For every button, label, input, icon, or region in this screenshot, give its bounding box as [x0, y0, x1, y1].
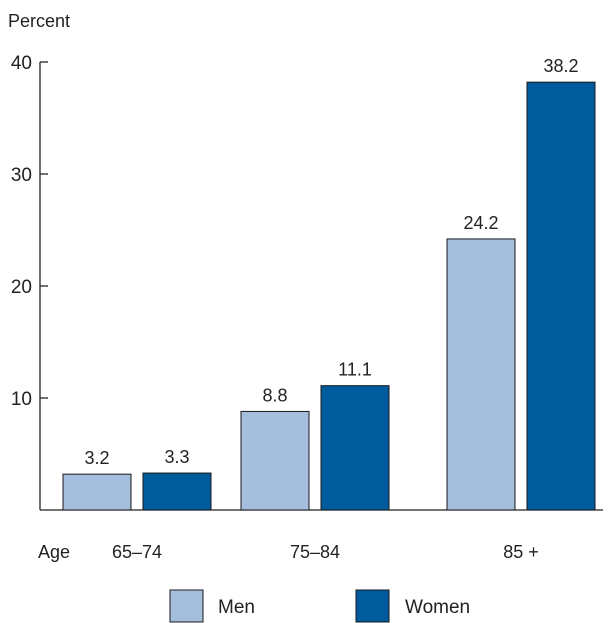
bar-men — [62, 473, 132, 511]
y-axis: 10 20 30 40 — [11, 53, 48, 510]
legend-label-women: Women — [405, 597, 470, 618]
bar-women — [526, 81, 596, 511]
bar-men — [446, 238, 516, 511]
legend-swatch-women — [355, 589, 390, 623]
data-labels: 3.2 3.3 8.8 11.1 24.2 38.2 — [84, 56, 578, 468]
data-label-women: 3.3 — [164, 447, 189, 467]
x-category-label: 65–74 — [112, 542, 162, 562]
x-axis-label: Age — [38, 542, 70, 562]
legend-swatch-men — [169, 589, 204, 623]
y-tick-label: 20 — [11, 277, 32, 298]
legend: Men Women — [169, 589, 470, 623]
bar-women — [142, 472, 212, 511]
y-tick-label: 10 — [11, 389, 32, 410]
bars — [62, 81, 596, 511]
y-axis-unit-label: Percent — [8, 11, 70, 31]
legend-label-men: Men — [218, 597, 255, 618]
y-tick-label: 30 — [11, 165, 32, 186]
x-category-label: 85 + — [503, 542, 539, 562]
x-category-label: 75–84 — [290, 542, 340, 562]
data-label-men: 24.2 — [463, 213, 498, 233]
bar-men — [240, 410, 310, 511]
data-label-women: 11.1 — [338, 360, 372, 380]
x-categories: 65–74 75–84 85 + — [112, 542, 539, 562]
data-label-men: 8.8 — [262, 385, 287, 405]
data-label-men: 3.2 — [84, 448, 109, 468]
data-label-women: 38.2 — [543, 56, 578, 76]
y-tick-label: 40 — [11, 53, 32, 74]
bar-women — [320, 385, 390, 511]
